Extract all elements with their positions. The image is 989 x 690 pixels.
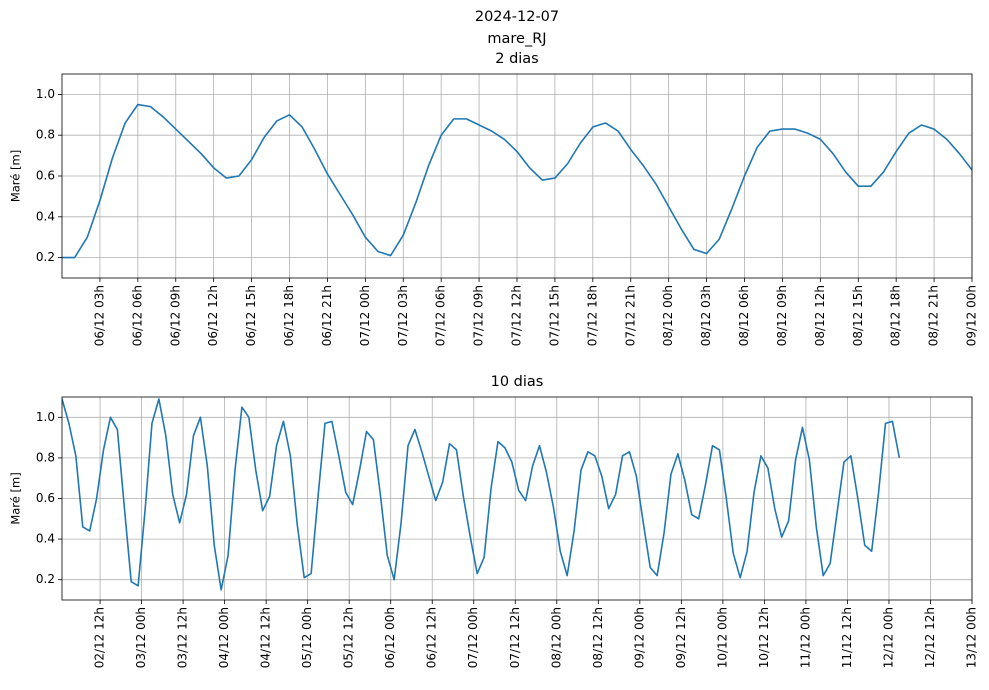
subplot-title: 2 dias (495, 51, 539, 67)
x-tick-label: 06/12 03h (92, 285, 106, 346)
x-tick-label: 06/12 21h (320, 285, 334, 346)
x-tick-label: 06/12 06h (130, 285, 144, 346)
x-tick-label: 02/12 12h (93, 607, 107, 668)
x-tick-label: 08/12 00h (661, 285, 675, 346)
x-tick-label: 09/12 00h (632, 607, 646, 668)
x-tick-label: 11/12 12h (840, 607, 854, 668)
x-tick-label: 03/12 12h (176, 607, 190, 668)
y-tick-label: 1.0 (36, 87, 55, 101)
x-tick-label: 08/12 15h (851, 285, 865, 346)
x-tick-label: 08/12 12h (813, 285, 827, 346)
figure-title: mare_RJ (487, 31, 546, 47)
x-tick-label: 11/12 00h (798, 607, 812, 668)
x-tick-label: 07/12 15h (547, 285, 561, 346)
x-tick-label: 06/12 18h (282, 285, 296, 346)
x-tick-label: 08/12 21h (927, 285, 941, 346)
x-tick-label: 08/12 03h (699, 285, 713, 346)
x-tick-label: 08/12 12h (591, 607, 605, 668)
y-tick-label: 0.4 (36, 532, 55, 546)
x-tick-label: 08/12 09h (775, 285, 789, 346)
x-tick-label: 08/12 00h (549, 607, 563, 668)
x-tick-label: 09/12 12h (674, 607, 688, 668)
x-tick-label: 08/12 18h (889, 285, 903, 346)
x-tick-label: 07/12 12h (508, 607, 522, 668)
y-tick-label: 0.4 (36, 209, 55, 223)
x-tick-label: 04/12 12h (259, 607, 273, 668)
x-tick-label: 06/12 00h (383, 607, 397, 668)
x-tick-label: 07/12 00h (358, 285, 372, 346)
x-tick-label: 07/12 09h (472, 285, 486, 346)
axes-frame (61, 396, 973, 601)
x-tick-label: 07/12 03h (396, 285, 410, 346)
y-axis-label: Maré [m] (9, 472, 23, 524)
figure-title: 2024-12-07 (475, 9, 559, 25)
x-tick-label: 09/12 00h (965, 285, 979, 346)
y-tick-label: 0.6 (36, 491, 55, 505)
x-tick-label: 07/12 06h (434, 285, 448, 346)
y-tick-label: 0.8 (36, 450, 55, 464)
x-tick-label: 04/12 00h (217, 607, 231, 668)
subplot-title: 10 dias (491, 374, 544, 390)
x-tick-label: 07/12 00h (466, 607, 480, 668)
y-tick-label: 0.6 (36, 169, 55, 183)
x-tick-label: 10/12 00h (715, 607, 729, 668)
x-tick-label: 06/12 09h (168, 285, 182, 346)
x-tick-label: 06/12 15h (244, 285, 258, 346)
axes-frame (61, 73, 973, 279)
x-tick-label: 08/12 06h (737, 285, 751, 346)
y-tick-label: 0.8 (36, 128, 55, 142)
x-tick-label: 06/12 12h (206, 285, 220, 346)
x-tick-label: 12/12 12h (923, 607, 937, 668)
y-tick-label: 0.2 (36, 250, 55, 264)
y-tick-label: 0.2 (36, 572, 55, 586)
x-tick-label: 13/12 00h (965, 607, 979, 668)
x-tick-label: 05/12 12h (342, 607, 356, 668)
x-tick-label: 03/12 00h (134, 607, 148, 668)
x-tick-label: 06/12 12h (425, 607, 439, 668)
x-tick-label: 07/12 21h (623, 285, 637, 346)
x-tick-label: 10/12 12h (757, 607, 771, 668)
tide-line (62, 398, 901, 591)
x-tick-label: 07/12 12h (510, 285, 524, 346)
x-tick-label: 05/12 00h (300, 607, 314, 668)
y-axis-label: Maré [m] (9, 150, 23, 202)
y-tick-label: 1.0 (36, 410, 55, 424)
x-tick-label: 12/12 00h (881, 607, 895, 668)
tide-line (62, 103, 972, 259)
x-tick-label: 07/12 18h (585, 285, 599, 346)
